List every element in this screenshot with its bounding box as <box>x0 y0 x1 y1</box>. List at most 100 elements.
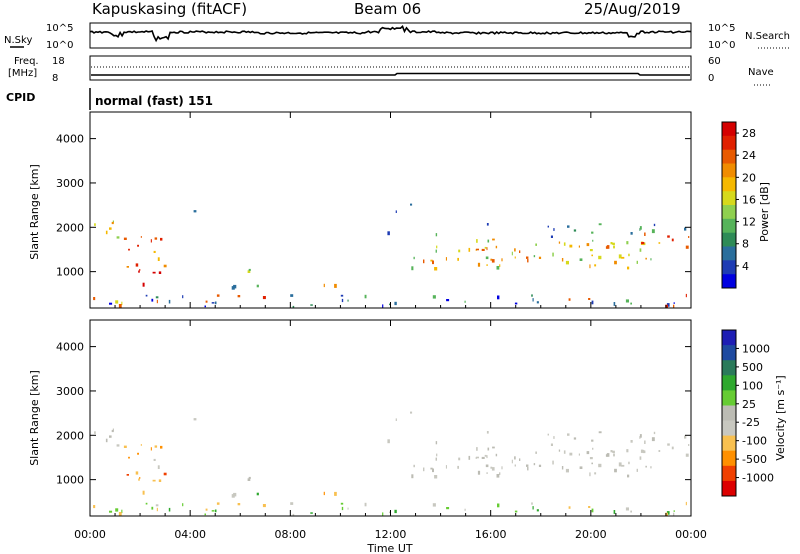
data-cell <box>565 260 569 265</box>
data-cell <box>589 264 591 269</box>
data-cell <box>665 304 668 308</box>
data-cell <box>569 452 573 456</box>
x-tick-label: 08:00 <box>274 528 306 541</box>
data-cell <box>445 257 447 261</box>
colorbar-swatch <box>722 345 736 361</box>
data-cell <box>671 238 674 242</box>
data-cell <box>262 296 266 300</box>
colorbar-swatch <box>722 480 736 497</box>
data-cell <box>93 297 96 301</box>
data-cell <box>334 491 337 496</box>
data-cell <box>673 512 675 516</box>
colorbar-swatch <box>722 465 736 482</box>
data-cell <box>118 512 122 516</box>
colorbar-swatch <box>722 375 736 391</box>
data-cell <box>511 459 513 464</box>
data-cell <box>630 232 633 235</box>
data-cell <box>667 443 670 446</box>
data-cell <box>411 266 414 271</box>
data-cell <box>128 248 130 251</box>
data-cell <box>364 294 367 299</box>
colorbar-tick: 12 <box>742 216 756 229</box>
data-cell <box>464 300 466 303</box>
data-cell <box>610 450 613 453</box>
data-cell <box>156 507 158 512</box>
data-cell <box>126 266 129 268</box>
data-cell <box>211 510 215 512</box>
data-cell <box>105 438 108 443</box>
data-cell <box>598 431 602 434</box>
data-cell <box>598 223 602 226</box>
colorbar-swatch <box>722 122 736 137</box>
data-cell <box>650 258 652 261</box>
colorbar-tick: 8 <box>742 238 749 251</box>
data-cell <box>105 230 108 235</box>
data-cell <box>486 472 488 474</box>
data-cell <box>563 450 566 454</box>
data-cell <box>423 259 425 264</box>
velocity-ylabel: Slant Range [km] <box>28 370 41 466</box>
data-cell <box>685 453 689 457</box>
data-cell <box>497 295 500 300</box>
nave-tick-bottom: 0 <box>708 73 714 84</box>
data-cell <box>193 210 197 213</box>
data-cell <box>111 429 114 433</box>
data-cell <box>578 453 580 456</box>
data-cell <box>495 245 498 249</box>
data-cell <box>639 248 642 252</box>
y-tick-label: 4000 <box>56 133 84 146</box>
data-cell <box>157 257 160 261</box>
data-cell <box>553 228 555 231</box>
data-cell <box>413 464 415 468</box>
data-cell <box>423 467 425 472</box>
data-cell <box>430 467 433 470</box>
data-cell <box>290 502 294 505</box>
data-cell <box>592 447 594 450</box>
colorbar-tick: 1000 <box>742 342 770 355</box>
data-cell <box>492 446 495 449</box>
data-cell <box>666 511 670 515</box>
data-cell <box>565 468 569 473</box>
data-cell <box>645 257 647 260</box>
data-cell <box>621 464 625 467</box>
data-cell <box>256 492 259 496</box>
data-cell <box>527 467 529 471</box>
nave-label: Nave <box>748 67 774 78</box>
data-cell <box>636 260 638 264</box>
data-cell <box>605 246 608 249</box>
data-cell <box>625 507 629 511</box>
data-cell <box>536 301 539 304</box>
velocity-colorbar: 1000 500 100 25 -25 -100 -500 -1000 <box>721 329 774 497</box>
data-cell <box>94 431 96 434</box>
data-cell <box>533 255 536 258</box>
nave-tick-top: 60 <box>708 56 721 67</box>
data-cell <box>598 463 602 468</box>
nsearch-label: N.Search <box>745 31 790 42</box>
data-cell <box>310 304 313 306</box>
data-cell <box>618 254 622 259</box>
data-cell <box>486 264 488 266</box>
data-cell <box>150 447 152 451</box>
data-cell <box>591 508 594 513</box>
data-cell <box>586 451 590 455</box>
data-cell <box>340 294 344 297</box>
data-cell <box>323 491 325 496</box>
x-tick-label: 16:00 <box>475 528 507 541</box>
data-cell <box>610 242 613 245</box>
data-cell <box>639 456 642 460</box>
data-cell <box>109 227 112 230</box>
data-cell <box>627 266 630 270</box>
data-cell <box>214 509 217 513</box>
data-cell <box>458 249 461 253</box>
data-cell <box>432 260 434 265</box>
data-cell <box>109 435 112 438</box>
data-cell <box>111 221 114 225</box>
data-cell <box>142 282 145 287</box>
data-cell <box>685 501 687 506</box>
data-cell <box>535 243 537 246</box>
data-cell <box>612 450 615 453</box>
power-data <box>93 203 690 308</box>
data-cell <box>598 255 602 260</box>
data-cell <box>94 223 96 226</box>
x-tick-label: 00:00 <box>74 528 106 541</box>
